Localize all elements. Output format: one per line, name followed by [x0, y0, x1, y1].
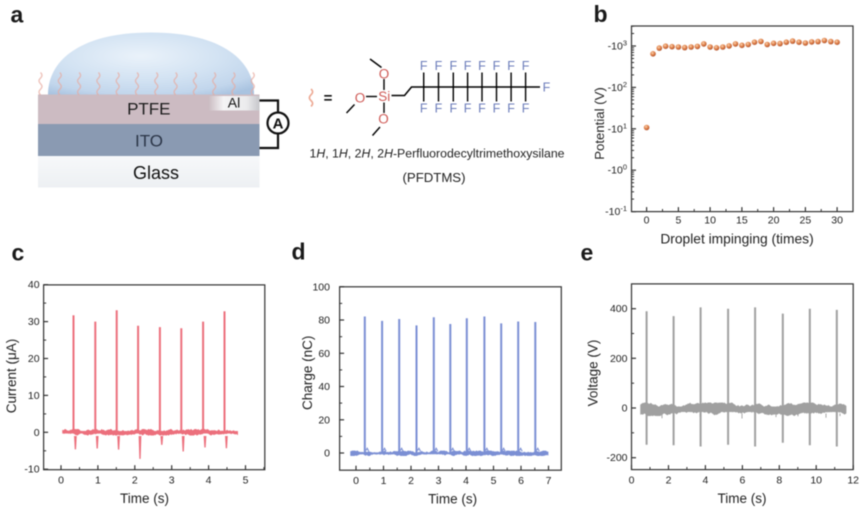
svg-text:F: F: [449, 59, 457, 73]
svg-text:4: 4: [463, 475, 469, 487]
svg-text:F: F: [420, 102, 428, 116]
svg-text:1: 1: [381, 475, 387, 487]
svg-text:Current (μA): Current (μA): [4, 339, 19, 414]
svg-text:-100: -100: [608, 163, 627, 177]
svg-text:=: =: [324, 90, 333, 107]
svg-text:0: 0: [622, 403, 628, 415]
svg-text:10: 10: [28, 390, 40, 402]
svg-text:Potential (V): Potential (V): [592, 87, 607, 160]
svg-text:20: 20: [28, 353, 40, 365]
svg-text:F: F: [464, 59, 472, 73]
svg-text:2: 2: [408, 475, 414, 487]
svg-text:-10: -10: [24, 464, 39, 476]
svg-text:F: F: [464, 102, 472, 116]
svg-text:ITO: ITO: [135, 132, 163, 151]
svg-text:6: 6: [518, 475, 524, 487]
svg-text:40: 40: [28, 279, 40, 291]
svg-text:a: a: [11, 2, 24, 28]
svg-text:5: 5: [675, 215, 681, 227]
svg-text:80: 80: [318, 315, 330, 327]
svg-text:20: 20: [768, 215, 780, 227]
svg-text:400: 400: [610, 303, 628, 315]
svg-text:F: F: [522, 59, 530, 73]
svg-text:30: 30: [28, 316, 40, 328]
svg-text:40: 40: [318, 381, 330, 393]
svg-text:6: 6: [739, 475, 745, 487]
svg-text:25: 25: [800, 215, 812, 227]
svg-text:F: F: [449, 102, 457, 116]
svg-text:F: F: [493, 102, 501, 116]
svg-text:F: F: [435, 102, 443, 116]
svg-text:0: 0: [324, 448, 330, 460]
svg-text:F: F: [543, 81, 551, 95]
svg-text:20: 20: [318, 414, 330, 426]
svg-text:0: 0: [353, 475, 359, 487]
svg-text:e: e: [581, 240, 594, 266]
svg-text:b: b: [594, 1, 608, 27]
svg-text:4: 4: [206, 475, 212, 487]
svg-text:-102: -102: [608, 80, 627, 94]
svg-text:O: O: [378, 112, 389, 127]
svg-text:Si: Si: [378, 89, 390, 104]
svg-text:Charge (nC): Charge (nC): [300, 336, 315, 410]
svg-text:Droplet impinging (times): Droplet impinging (times): [660, 232, 813, 247]
svg-text:-103: -103: [608, 39, 627, 53]
svg-text:F: F: [420, 59, 428, 73]
svg-text:0: 0: [629, 475, 635, 487]
svg-text:0: 0: [58, 475, 64, 487]
svg-text:-101: -101: [608, 121, 627, 135]
svg-text:7: 7: [546, 475, 552, 487]
svg-text:F: F: [435, 59, 443, 73]
svg-text:F: F: [478, 102, 486, 116]
svg-text:Time (s): Time (s): [428, 492, 477, 507]
svg-text:0: 0: [644, 215, 650, 227]
svg-text:O: O: [379, 67, 390, 82]
svg-text:10: 10: [810, 475, 822, 487]
svg-text:PTFE: PTFE: [127, 100, 170, 119]
svg-text:60: 60: [318, 348, 330, 360]
svg-text:Voltage (V): Voltage (V): [585, 340, 600, 407]
svg-text:Glass: Glass: [133, 163, 179, 183]
svg-text:O: O: [355, 91, 366, 106]
svg-text:5: 5: [491, 475, 497, 487]
svg-text:F: F: [507, 59, 515, 73]
svg-text:c: c: [12, 240, 25, 266]
svg-text:2: 2: [132, 475, 138, 487]
svg-text:A: A: [273, 116, 284, 133]
svg-text:15: 15: [736, 215, 748, 227]
svg-text:2: 2: [666, 475, 672, 487]
svg-text:F: F: [507, 102, 515, 116]
svg-text:3: 3: [169, 475, 175, 487]
svg-text:d: d: [292, 239, 306, 265]
svg-text:12: 12: [847, 475, 859, 487]
svg-text:1H, 1H, 2H, 2H-Perfluorodecylt: 1H, 1H, 2H, 2H-Perfluorodecyltrimethoxys…: [309, 147, 564, 161]
svg-text:F: F: [493, 59, 501, 73]
svg-text:100: 100: [312, 281, 330, 293]
svg-text:0: 0: [34, 427, 40, 439]
svg-text:(PFDTMS): (PFDTMS): [403, 170, 466, 185]
svg-text:4: 4: [702, 475, 708, 487]
svg-text:5: 5: [243, 475, 249, 487]
svg-text:1: 1: [95, 475, 101, 487]
svg-text:F: F: [522, 102, 530, 116]
svg-text:Time (s): Time (s): [120, 491, 169, 506]
svg-text:10: 10: [704, 215, 716, 227]
svg-text:Al: Al: [228, 95, 240, 111]
svg-text:200: 200: [610, 353, 628, 365]
svg-text:8: 8: [776, 475, 782, 487]
svg-text:3: 3: [436, 475, 442, 487]
svg-text:F: F: [478, 59, 486, 73]
svg-text:30: 30: [831, 215, 843, 227]
svg-text:-10-1: -10-1: [605, 204, 627, 218]
svg-text:-200: -200: [606, 452, 627, 464]
svg-text:Time (s): Time (s): [718, 491, 767, 506]
